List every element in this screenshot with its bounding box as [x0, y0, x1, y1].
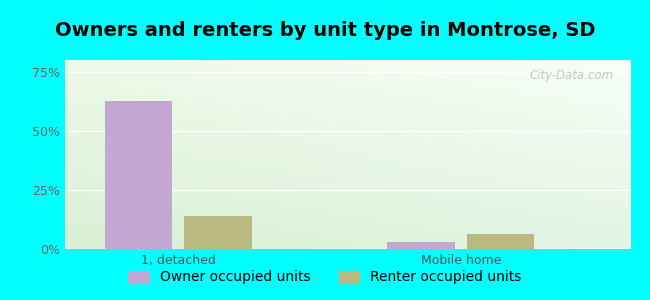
- Text: Owners and renters by unit type in Montrose, SD: Owners and renters by unit type in Montr…: [55, 21, 595, 40]
- Bar: [184, 216, 252, 249]
- Bar: [105, 101, 172, 249]
- Text: City-Data.com: City-Data.com: [529, 70, 614, 83]
- Bar: [467, 234, 534, 249]
- Legend: Owner occupied units, Renter occupied units: Owner occupied units, Renter occupied un…: [123, 265, 527, 290]
- Bar: [387, 242, 455, 249]
